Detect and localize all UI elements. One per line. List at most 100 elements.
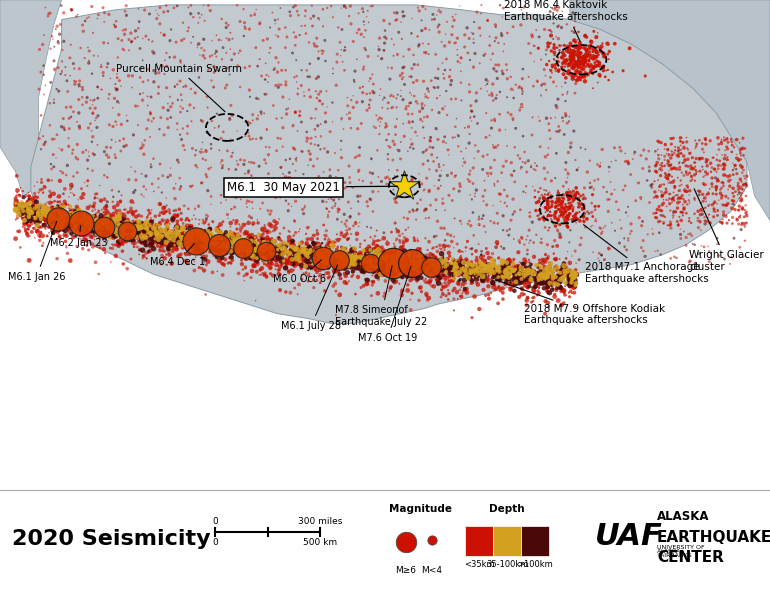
Point <box>219 234 232 244</box>
Point <box>417 77 430 86</box>
Point <box>313 256 326 266</box>
Point <box>564 56 577 65</box>
Point <box>495 29 507 38</box>
Point <box>662 156 675 166</box>
Point <box>35 222 48 232</box>
Point <box>545 214 557 223</box>
Point <box>278 242 290 252</box>
Point <box>198 235 210 244</box>
Point <box>52 214 65 224</box>
Point <box>296 245 309 254</box>
Point <box>69 209 82 219</box>
Point <box>206 76 218 86</box>
Point <box>400 270 412 280</box>
Point <box>447 271 460 280</box>
Point <box>594 158 607 168</box>
Point <box>311 42 323 51</box>
Point <box>365 260 377 269</box>
Point <box>64 201 76 211</box>
Point <box>394 238 407 247</box>
Point <box>189 204 201 213</box>
Point <box>264 209 276 219</box>
Point <box>534 238 546 247</box>
Point <box>586 61 598 71</box>
Point <box>440 86 453 96</box>
Point <box>372 115 384 125</box>
Point <box>190 238 203 247</box>
Point <box>80 146 92 155</box>
Point <box>134 245 146 254</box>
Point <box>167 228 179 237</box>
Point <box>541 286 553 295</box>
Point <box>543 211 555 220</box>
Point <box>588 58 601 67</box>
Point <box>141 235 153 245</box>
Point <box>24 213 36 223</box>
Point <box>317 258 330 267</box>
Point <box>445 268 457 278</box>
Point <box>79 16 92 26</box>
Point <box>15 183 27 192</box>
Point <box>10 192 22 201</box>
Point <box>568 288 581 298</box>
Point <box>260 247 273 257</box>
Point <box>189 225 202 234</box>
Point <box>187 247 199 257</box>
Point <box>482 171 494 181</box>
Point <box>146 205 158 214</box>
Point <box>599 72 611 81</box>
Point <box>320 86 333 96</box>
Point <box>443 150 455 160</box>
Point <box>341 234 353 244</box>
Point <box>280 65 292 75</box>
Point <box>541 278 553 287</box>
Point <box>57 211 69 221</box>
Point <box>622 157 634 167</box>
Point <box>523 39 535 48</box>
Point <box>144 220 156 229</box>
Point <box>499 273 511 282</box>
Point <box>364 195 377 204</box>
Point <box>387 252 399 261</box>
Point <box>351 257 363 266</box>
Point <box>462 270 474 279</box>
Point <box>97 221 109 230</box>
Point <box>487 96 500 105</box>
Point <box>596 49 608 59</box>
Point <box>502 260 514 270</box>
Point <box>408 91 420 101</box>
Point <box>542 288 554 298</box>
Point <box>464 216 476 226</box>
Point <box>137 223 149 233</box>
Point <box>164 92 176 102</box>
Point <box>551 283 563 293</box>
Point <box>298 247 310 257</box>
Point <box>92 242 104 252</box>
Point <box>270 256 282 266</box>
Point <box>44 198 56 207</box>
Point <box>389 265 401 274</box>
Point <box>451 45 464 55</box>
Point <box>658 212 671 222</box>
Point <box>675 141 687 150</box>
Point <box>322 247 334 256</box>
Point <box>375 176 387 186</box>
Point <box>133 222 146 231</box>
Point <box>299 248 311 257</box>
Point <box>82 147 95 157</box>
Point <box>417 186 430 195</box>
Point <box>349 249 361 258</box>
Point <box>192 234 204 244</box>
Point <box>480 81 492 90</box>
Point <box>234 227 246 236</box>
Point <box>704 218 716 228</box>
Point <box>373 121 386 131</box>
Point <box>63 224 75 233</box>
Point <box>359 261 371 271</box>
Point <box>244 245 256 255</box>
Point <box>253 244 266 254</box>
Point <box>310 238 323 247</box>
Point <box>42 211 55 221</box>
Point <box>334 260 346 269</box>
Point <box>383 248 396 257</box>
